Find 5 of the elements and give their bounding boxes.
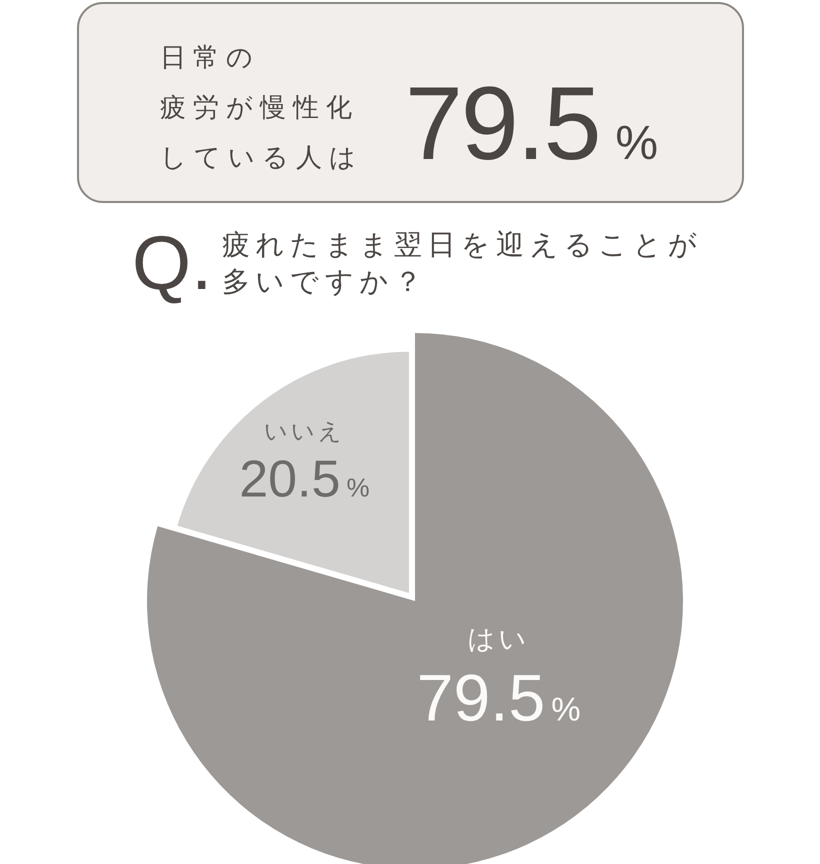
data-label: 79.5%	[416, 660, 581, 735]
summary-card: 日常の 疲労が慢性化 している人は 79.5%	[77, 2, 744, 203]
data-label: 20.5%	[239, 450, 370, 508]
slice-label: はい	[468, 624, 530, 654]
slice-label: いいえ	[264, 418, 345, 444]
